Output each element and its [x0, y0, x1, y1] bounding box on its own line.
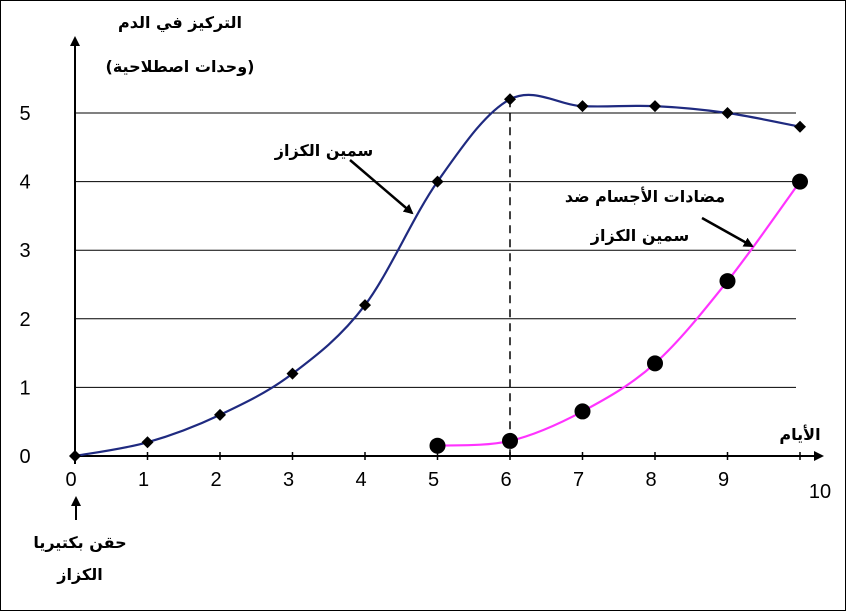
tick-labels: 0 1 2 3 4 5 6 7 8 9 10 0 1 2 3 4 5 [19, 103, 831, 503]
series-0-point-4 [359, 299, 371, 312]
series-1-point-1 [502, 432, 518, 449]
series-1-point-0 [429, 437, 446, 454]
x-tick-label-2: 2 [210, 469, 221, 491]
injection-label-line2: الكزاز [56, 565, 102, 584]
series-layer [74, 93, 801, 458]
injection-label-line1: حقن بكتيريا [33, 533, 126, 552]
series-1-point-4 [719, 273, 736, 290]
y-axis-title-line1: التركيز في الدم [118, 13, 242, 33]
series-label-antibody-line1: مضادات الأجسام ضد [565, 187, 725, 206]
series-1-point-3 [647, 355, 663, 372]
x-tick-label-4: 4 [355, 469, 366, 491]
axes [70, 36, 824, 464]
y-tick-label-0: 0 [19, 446, 30, 468]
series-1-point-5 [792, 173, 808, 190]
y-tick-label-2: 2 [19, 309, 30, 331]
series-0-point-10 [794, 120, 806, 133]
x-tick-label-3: 3 [283, 469, 294, 491]
x-tick-label-6: 6 [500, 469, 511, 491]
data-markers [69, 93, 808, 462]
x-tick-label-7: 7 [573, 469, 584, 491]
toxin-label-arrow [349, 159, 414, 215]
antibody-label-arrow [701, 216, 754, 248]
y-axis-title-line2: (وحدات اصطلاحية) [106, 57, 255, 76]
series-0-point-9 [721, 107, 734, 119]
series-line-1 [437, 180, 801, 447]
x-tick-label-8: 8 [645, 469, 656, 491]
x-axis-title: الأيام [779, 425, 820, 444]
series-0-point-3 [286, 367, 299, 380]
x-tick-label-1: 1 [138, 469, 149, 491]
y-tick-label-5: 5 [19, 103, 30, 125]
series-0-point-0 [69, 450, 81, 462]
series-label-toxin: سمين الكزاز [274, 141, 373, 160]
series-label-antibody-line2: سمين الكزاز [590, 226, 689, 245]
series-0-point-7 [576, 100, 589, 113]
y-tick-label-1: 1 [19, 377, 30, 399]
series-0-point-5 [431, 175, 444, 188]
series-1-point-2 [574, 403, 591, 420]
grid-lines [75, 112, 796, 388]
series-0-point-2 [214, 408, 226, 421]
x-tick-label-5: 5 [428, 469, 439, 491]
x-tick-label-9: 9 [718, 469, 729, 491]
y-tick-label-4: 4 [19, 172, 30, 194]
series-0-point-6 [504, 93, 516, 106]
series-0-point-1 [141, 436, 154, 449]
y-tick-label-3: 3 [19, 240, 30, 262]
series-0-point-8 [649, 100, 661, 113]
x-tick-label-10: 10 [809, 481, 831, 503]
series-line-0 [74, 93, 801, 458]
x-tick-label-0: 0 [65, 469, 76, 491]
